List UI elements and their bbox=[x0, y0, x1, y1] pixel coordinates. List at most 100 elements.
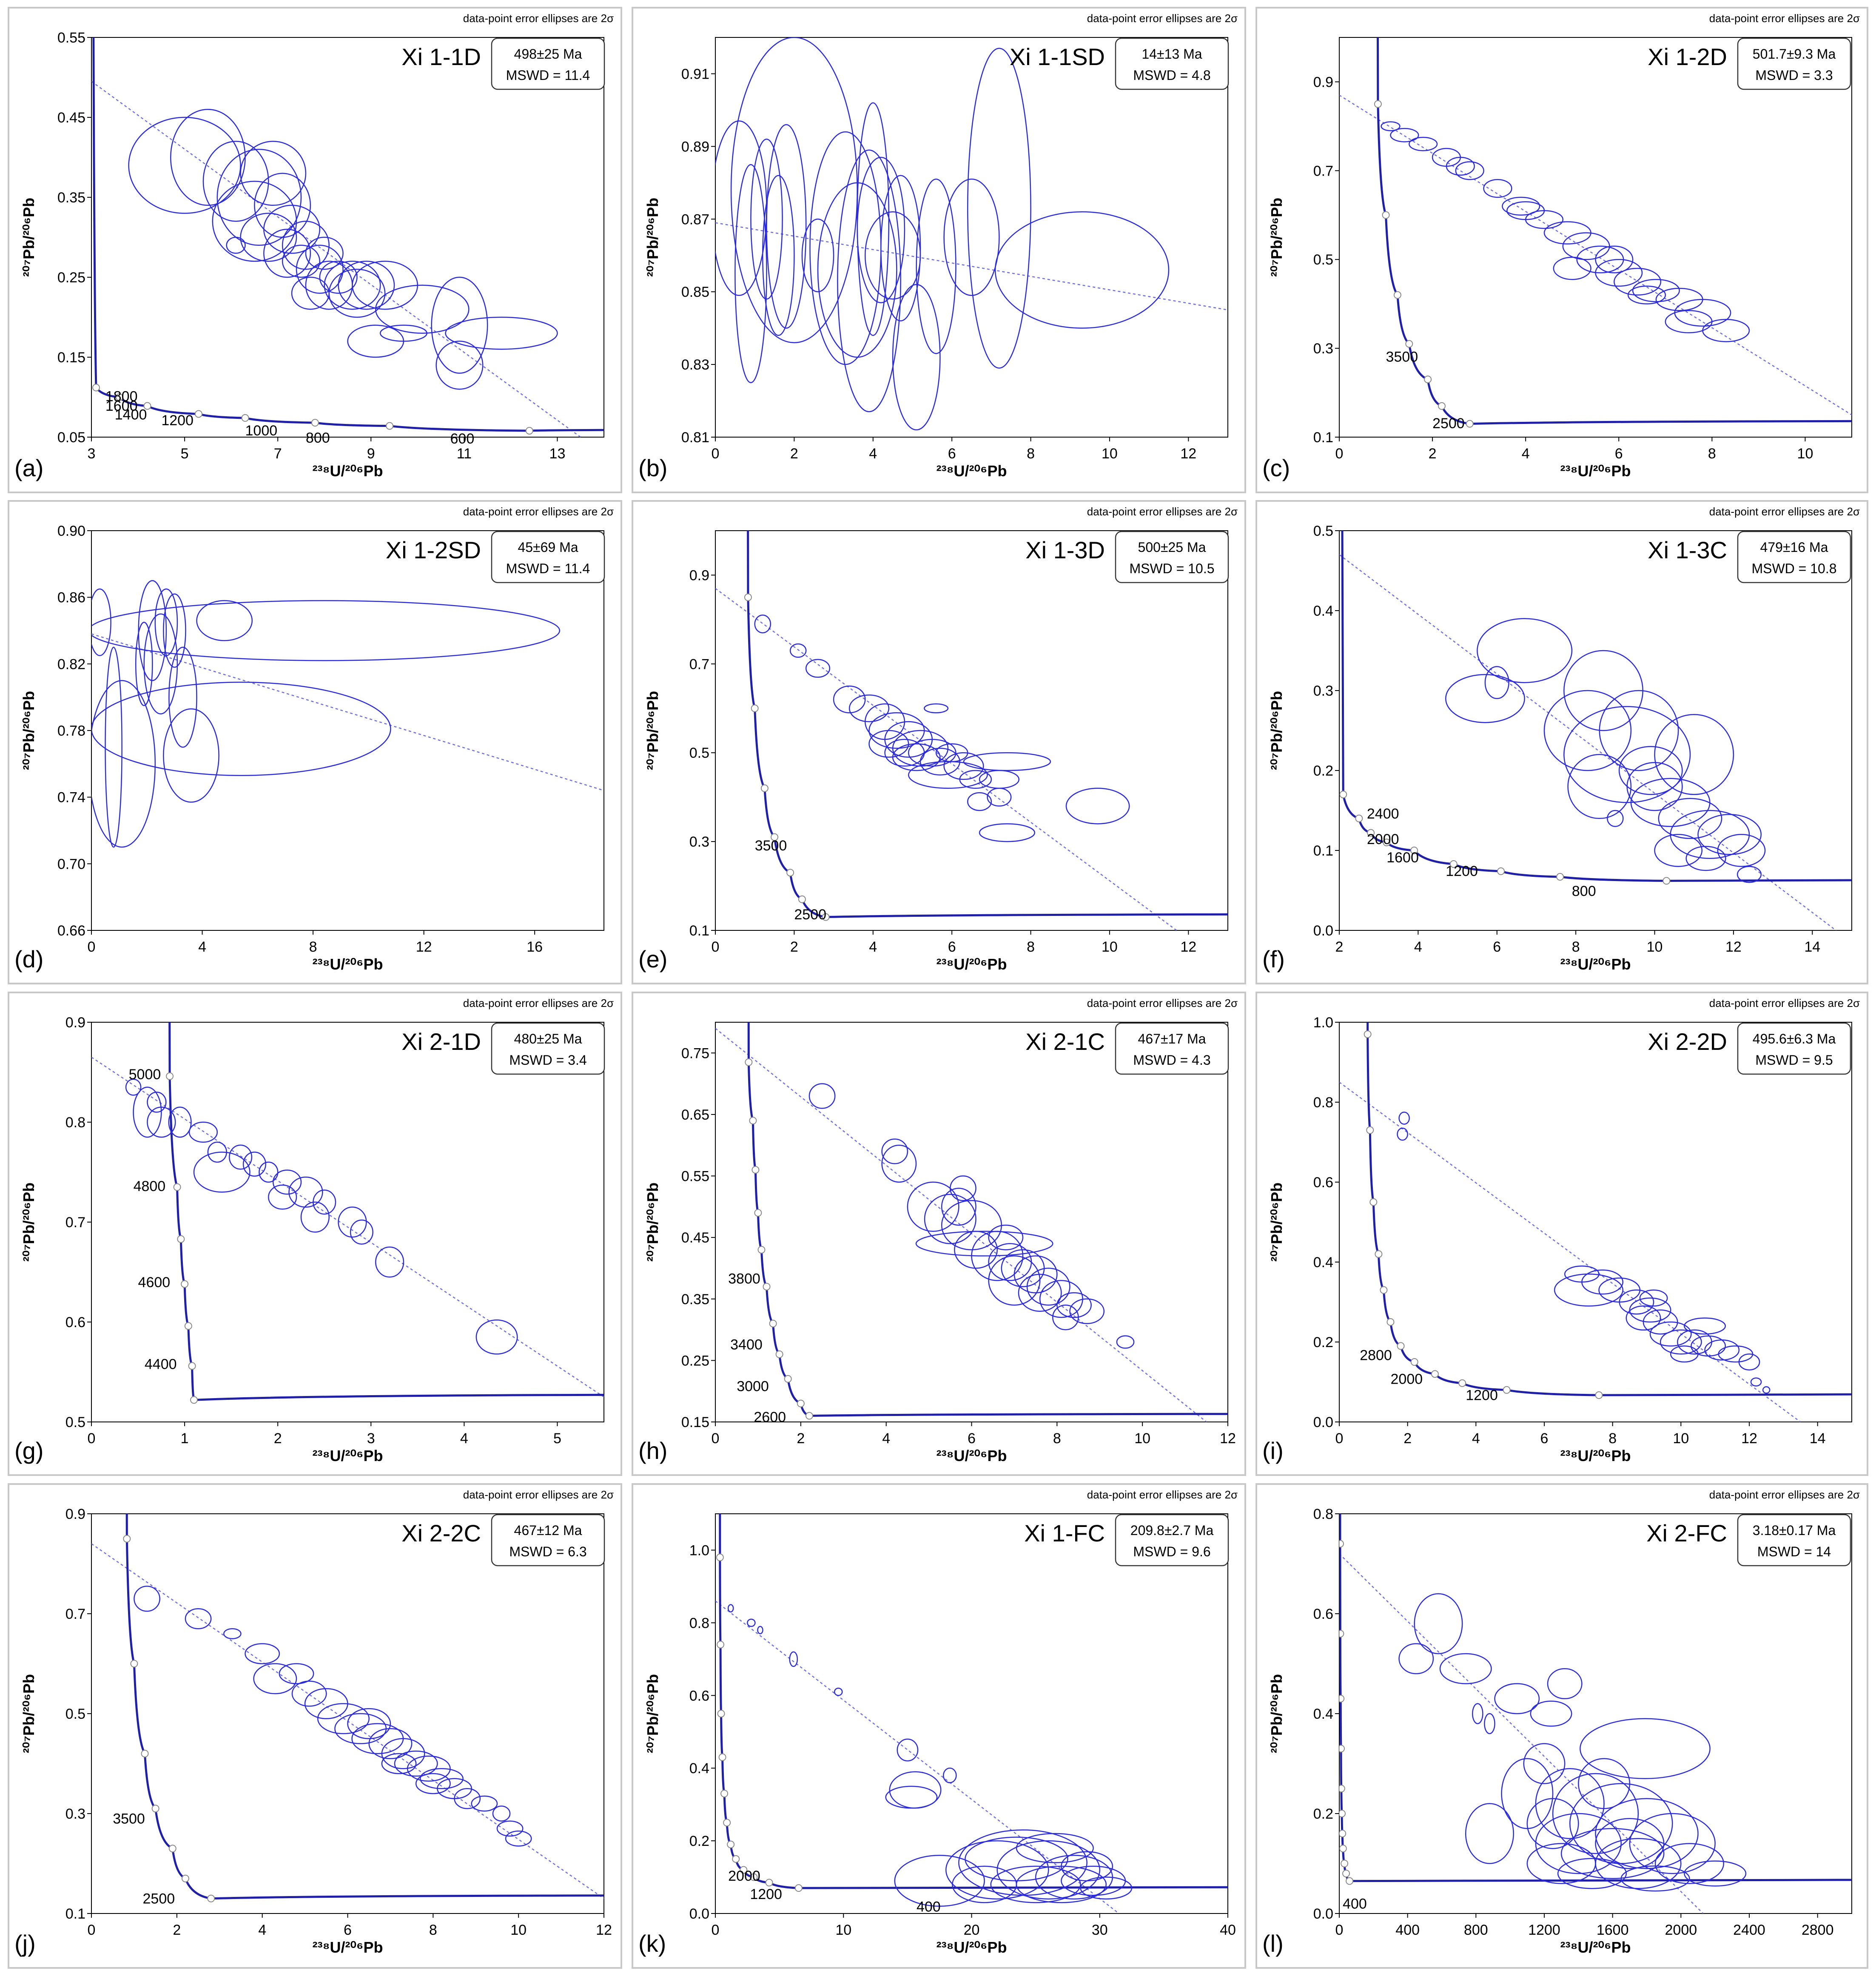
data-ellipse bbox=[1446, 156, 1475, 176]
y-tick-label: 0.2 bbox=[1313, 1334, 1333, 1351]
y-tick-label: 0.45 bbox=[681, 1230, 709, 1246]
sample-name: Xi 2-1D bbox=[401, 1028, 481, 1055]
concordia-age-marker bbox=[1339, 1810, 1346, 1817]
y-tick-label: 0.25 bbox=[681, 1353, 709, 1369]
age-box bbox=[1115, 531, 1229, 583]
data-ellipse bbox=[990, 1865, 1081, 1903]
data-ellipse bbox=[762, 175, 795, 336]
y-tick-label: 0.90 bbox=[57, 523, 85, 539]
plot-content bbox=[91, 37, 604, 437]
x-axis-label: ²³⁸U/²⁰⁶Pb bbox=[937, 1939, 1007, 1956]
concordia-age-marker bbox=[723, 1819, 731, 1827]
data-ellipse bbox=[727, 1604, 734, 1612]
panel-letter: (a) bbox=[14, 455, 43, 481]
concordia-age-marker bbox=[151, 1805, 159, 1813]
panel-letter: (g) bbox=[14, 1437, 43, 1464]
ellipse-note: data-point error ellipses are 2σ bbox=[463, 505, 614, 518]
x-tick-label: 30 bbox=[1092, 1922, 1108, 1938]
sample-name: Xi 2-2C bbox=[401, 1520, 481, 1547]
concordia-age-label: 4800 bbox=[134, 1178, 166, 1194]
data-ellipse bbox=[163, 708, 219, 803]
data-ellipse bbox=[216, 148, 302, 246]
concordia-age-label: 1800 bbox=[105, 388, 138, 404]
y-tick-label: 0.9 bbox=[65, 1015, 85, 1031]
data-ellipse bbox=[381, 1753, 417, 1774]
panel-letter: (i) bbox=[1262, 1437, 1284, 1464]
age-box bbox=[491, 37, 605, 90]
y-tick-label: 0.2 bbox=[689, 1833, 709, 1849]
data-ellipse bbox=[1595, 259, 1643, 287]
concordia-age-marker bbox=[763, 1282, 771, 1291]
concordia-age-marker bbox=[1339, 1630, 1344, 1638]
concordia-age-marker bbox=[775, 1350, 783, 1358]
concordia-age-marker bbox=[784, 1375, 792, 1383]
ellipse-note: data-point error ellipses are 2σ bbox=[1709, 12, 1860, 25]
sample-name: Xi 1-2D bbox=[1648, 43, 1727, 70]
data-ellipse bbox=[394, 1750, 438, 1777]
y-tick-label: 0.6 bbox=[1313, 1174, 1333, 1191]
x-tick-label: 14 bbox=[1804, 939, 1820, 955]
data-ellipse bbox=[988, 1224, 1024, 1251]
age-label: 45±69 Ma bbox=[518, 540, 578, 555]
concordia-age-label: 2600 bbox=[754, 1409, 786, 1425]
data-ellipse bbox=[1494, 1683, 1540, 1714]
data-ellipse bbox=[1607, 810, 1624, 827]
y-tick-label: 0.5 bbox=[65, 1414, 85, 1430]
data-ellipse bbox=[1762, 1386, 1771, 1394]
regression-line bbox=[715, 1601, 1119, 1913]
y-tick-label: 0.8 bbox=[1313, 1095, 1333, 1111]
data-ellipse bbox=[789, 643, 807, 658]
mswd-label: MSWD = 3.3 bbox=[1755, 68, 1833, 83]
y-tick-label: 0.65 bbox=[681, 1107, 709, 1123]
concordia-age-label: 2400 bbox=[1367, 806, 1399, 822]
data-ellipse bbox=[375, 1246, 404, 1278]
data-ellipse bbox=[734, 164, 767, 384]
concordia-age-marker bbox=[1342, 1870, 1350, 1877]
x-tick-label: 8 bbox=[429, 1922, 437, 1938]
age-label: 479±16 Ma bbox=[1760, 540, 1828, 555]
concordia-age-marker bbox=[765, 1879, 773, 1887]
x-tick-label: 8 bbox=[1608, 1430, 1617, 1447]
plot-content bbox=[91, 580, 604, 848]
data-ellipse bbox=[965, 1837, 1068, 1882]
concordia-age-marker bbox=[727, 1840, 735, 1848]
data-ellipse bbox=[1618, 746, 1683, 795]
x-tick-label: 12 bbox=[596, 1922, 612, 1938]
concordia-age-marker bbox=[130, 1660, 138, 1668]
age-label: 498±25 Ma bbox=[514, 46, 582, 62]
data-ellipse bbox=[196, 600, 253, 641]
data-ellipse bbox=[471, 1795, 498, 1812]
concordia-age-marker bbox=[751, 704, 759, 712]
plot-frame bbox=[1339, 1022, 1852, 1422]
panel-a: data-point error ellipses are 2σ 3 5 7 9 11 13… bbox=[8, 7, 622, 493]
concordia-age-marker bbox=[115, 393, 123, 401]
age-box bbox=[1737, 1514, 1851, 1567]
concordia-curve bbox=[746, 531, 1228, 918]
x-tick-label: 6 bbox=[1540, 1430, 1549, 1447]
concordia-age-marker bbox=[797, 1399, 805, 1407]
concordia-age-marker bbox=[92, 384, 100, 392]
y-tick-label: 0.0 bbox=[1313, 1414, 1333, 1430]
data-ellipse bbox=[212, 181, 297, 262]
data-ellipse bbox=[945, 1840, 1049, 1900]
data-ellipse bbox=[942, 1767, 957, 1783]
y-tick-label: 1.0 bbox=[1313, 1015, 1333, 1031]
data-ellipse bbox=[894, 1855, 985, 1907]
x-tick-label: 10 bbox=[1673, 1430, 1689, 1447]
data-ellipse bbox=[1660, 1329, 1702, 1355]
age-label: 209.8±2.7 Ma bbox=[1130, 1523, 1214, 1538]
concordia-age-marker bbox=[1339, 1845, 1347, 1853]
data-ellipse bbox=[454, 1788, 481, 1809]
concordia-age-marker bbox=[750, 1873, 758, 1881]
data-ellipse bbox=[168, 646, 197, 748]
data-ellipse bbox=[1578, 1758, 1631, 1809]
y-tick-label: 0.3 bbox=[689, 834, 709, 850]
x-tick-label: 4 bbox=[869, 939, 877, 955]
data-ellipse bbox=[808, 1083, 836, 1109]
age-box bbox=[491, 1514, 605, 1567]
ellipse-note: data-point error ellipses are 2σ bbox=[463, 1488, 614, 1501]
regression-line bbox=[1339, 1553, 1704, 1913]
concordia-age-marker bbox=[752, 1166, 760, 1174]
mswd-label: MSWD = 4.8 bbox=[1133, 68, 1210, 83]
y-tick-label: 0.82 bbox=[57, 656, 85, 672]
